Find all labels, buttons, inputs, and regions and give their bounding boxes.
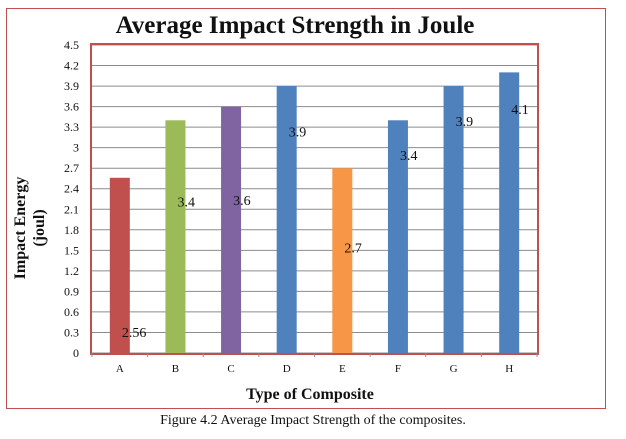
chart-title: Average Impact Strength in Joule [115, 12, 475, 39]
data-label: 3.9 [456, 115, 474, 130]
x-tick-label: D [283, 363, 291, 375]
bar-f [387, 120, 408, 354]
y-tick-label: 3.9 [64, 79, 79, 93]
plot-border [90, 43, 539, 355]
y-tick-label: 1.8 [64, 223, 79, 237]
figure-caption: Figure 4.2 Average Impact Strength of th… [160, 413, 466, 428]
data-label: 3.6 [233, 194, 251, 209]
x-tick-label: A [116, 363, 124, 375]
data-label: 3.9 [289, 125, 307, 140]
y-tick-label: 0.6 [64, 305, 79, 319]
x-tick-label: B [172, 363, 179, 375]
y-tick-label: 1.5 [64, 243, 79, 257]
bar-c [221, 106, 242, 353]
y-tick-label: 0.9 [64, 284, 79, 298]
data-label: 2.7 [344, 242, 362, 257]
x-tick-label: C [227, 363, 234, 375]
y-tick-label: 2.4 [64, 182, 79, 196]
bar-g [443, 86, 464, 354]
y-tick-label: 4.5 [64, 38, 79, 52]
bar-d [276, 86, 297, 354]
y-tick-label: 0 [73, 346, 79, 360]
x-tick-label: E [339, 363, 346, 375]
x-tick-label: F [395, 363, 401, 375]
data-label: 3.4 [177, 196, 195, 211]
y-tick-label: 2.7 [64, 161, 79, 175]
y-tick-label: 0.3 [64, 325, 79, 339]
y-tick-label: 3 [73, 141, 79, 155]
x-tick-label: H [505, 363, 513, 375]
bar-a [109, 177, 130, 353]
bar-e [332, 168, 353, 353]
y-tick-label: 3.6 [64, 100, 79, 114]
bar-b [165, 120, 186, 354]
x-tick-label: G [450, 363, 458, 375]
y-tick-label: 2.1 [64, 202, 79, 216]
bar-h [499, 72, 520, 353]
x-axis-label: Type of Composite [246, 386, 374, 403]
y-tick-label: 1.2 [64, 264, 79, 278]
y-tick-label: 3.3 [64, 120, 79, 134]
data-label: 4.1 [511, 103, 529, 118]
y-tick-label: 4.2 [64, 59, 79, 73]
data-label: 2.56 [122, 326, 147, 341]
data-label: 3.4 [400, 149, 418, 164]
